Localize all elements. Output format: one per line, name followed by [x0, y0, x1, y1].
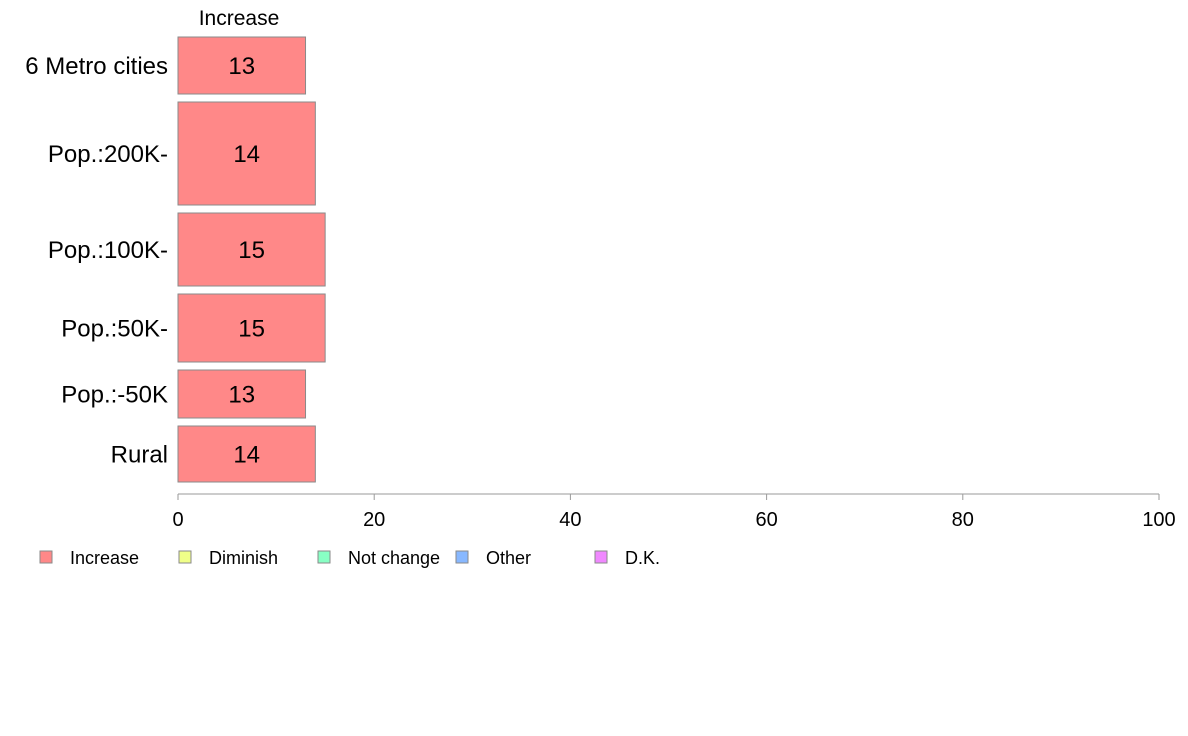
bar	[177, 101, 316, 206]
category-label: Pop.:100K-	[48, 237, 168, 264]
bar	[177, 369, 307, 419]
data-label: 13	[228, 53, 255, 80]
legend-swatch	[178, 550, 192, 564]
legend-swatch	[317, 550, 331, 564]
legend-label: Diminish	[209, 548, 278, 568]
data-label: 14	[233, 442, 260, 469]
x-tick-label: 0	[172, 509, 183, 531]
bar	[177, 293, 326, 363]
legend-label: Increase	[70, 548, 139, 568]
x-tick-label: 100	[1142, 509, 1175, 531]
data-label: 15	[238, 316, 265, 343]
x-tick-label: 60	[755, 509, 777, 531]
category-label: 6 Metro cities	[25, 53, 168, 80]
bars-group: 6 Metro cities 13 Pop.:200K- 14 Pop.:100K- 15…	[25, 36, 326, 483]
legend-swatch	[39, 550, 53, 564]
legend-label: Other	[486, 548, 531, 568]
x-tick-label: 20	[363, 509, 385, 531]
x-tick-label: 40	[559, 509, 581, 531]
x-axis: 0 20 40 60 80 100	[172, 493, 1176, 531]
legend-label: D.K.	[625, 548, 660, 568]
legend-label: Not change	[348, 548, 440, 568]
bar	[177, 36, 307, 95]
legend-swatch	[594, 550, 608, 564]
legend-swatch	[455, 550, 469, 564]
bar	[177, 212, 326, 287]
category-label: Pop.:-50K	[61, 382, 168, 409]
data-label: 13	[228, 382, 255, 409]
data-label: 14	[233, 141, 260, 168]
category-label: Rural	[111, 442, 168, 469]
x-tick-label: 80	[952, 509, 974, 531]
bar	[177, 425, 316, 483]
segment-header: Increase	[199, 7, 280, 30]
data-label: 15	[238, 237, 265, 264]
category-label: Pop.:50K-	[61, 316, 168, 343]
category-label: Pop.:200K-	[48, 141, 168, 168]
legend: Increase Diminish Not change Other D.K.	[39, 548, 660, 568]
